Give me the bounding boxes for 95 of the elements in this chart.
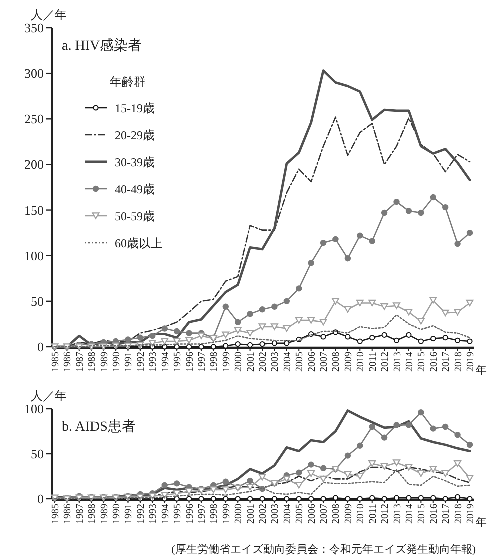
x-tick-label: 2008 bbox=[331, 504, 342, 524]
x-tick-label: 2003 bbox=[270, 504, 282, 524]
x-tick-label: 2013 bbox=[392, 352, 404, 372]
x-tick-label: 1987 bbox=[74, 504, 86, 524]
text: (厚生労働省エイズ動向委員会：令和元年エイズ発生動向年報) bbox=[172, 543, 476, 556]
x-tick-label: 2018 bbox=[453, 504, 464, 524]
x-tick-label: 2005 bbox=[294, 504, 306, 524]
x-tick-label: 1988 bbox=[87, 352, 98, 372]
x-tick-label: 1998 bbox=[209, 504, 220, 524]
x-tick-label: 2010 bbox=[356, 504, 367, 524]
y-tick-label: 0 bbox=[38, 492, 44, 506]
x-tick-label: 2001 bbox=[246, 352, 257, 372]
x-tick-label: 2011 bbox=[368, 352, 379, 372]
x-tick-label: 2009 bbox=[343, 352, 354, 372]
y-tick-label: 150 bbox=[24, 202, 44, 218]
legend-label: 50-59歳 bbox=[115, 210, 155, 224]
x-axis-title: 年 bbox=[476, 517, 487, 529]
x-tick-label: 1995 bbox=[172, 504, 184, 524]
x-tick-label: 1986 bbox=[62, 504, 74, 524]
x-tick-label: 2017 bbox=[441, 352, 452, 372]
x-tick-label: 2006 bbox=[306, 504, 318, 524]
x-tick-label: 2008 bbox=[331, 352, 342, 372]
x-tick-label: 2004 bbox=[282, 504, 294, 524]
x-tick-label: 1994 bbox=[160, 504, 172, 524]
x-tick-label: 2009 bbox=[343, 504, 354, 524]
x-tick-label: 2015 bbox=[416, 352, 428, 372]
x-tick-label: 2017 bbox=[441, 504, 452, 524]
y-tick-label: 100 bbox=[24, 402, 44, 416]
x-tick-label: 1990 bbox=[112, 352, 123, 372]
x-tick-label: 1996 bbox=[184, 352, 196, 372]
x-tick-label: 1997 bbox=[196, 352, 208, 372]
text: a. HIV感染者 bbox=[62, 38, 142, 54]
legend-label: 60歳以上 bbox=[115, 236, 163, 250]
x-tick-label: 2000 bbox=[234, 352, 245, 372]
x-axis-title: 年 bbox=[476, 365, 487, 377]
x-tick-label: 2011 bbox=[368, 504, 379, 524]
x-tick-label: 2006 bbox=[306, 352, 318, 372]
x-tick-label: 2000 bbox=[234, 504, 245, 524]
y-tick-label: 50 bbox=[31, 294, 44, 309]
x-tick-label: 1993 bbox=[148, 504, 160, 524]
x-tick-label: 2015 bbox=[416, 504, 428, 524]
x-tick-label: 2012 bbox=[380, 504, 392, 524]
legend-label: 30-39歳 bbox=[115, 156, 155, 170]
legend-title: 年齢群 bbox=[110, 75, 146, 89]
y-tick-label: 300 bbox=[24, 66, 44, 82]
x-tick-label: 1995 bbox=[172, 352, 184, 372]
x-tick-label: 1993 bbox=[148, 352, 160, 372]
legend-label: 15-19歳 bbox=[115, 102, 155, 116]
x-tick-label: 2004 bbox=[282, 352, 294, 372]
x-tick-label: 2010 bbox=[356, 352, 367, 372]
x-tick-label: 1992 bbox=[136, 504, 147, 524]
x-tick-label: 1998 bbox=[209, 352, 220, 372]
legend-label: 40-49歳 bbox=[115, 182, 155, 196]
x-tick-label: 2018 bbox=[453, 352, 464, 372]
x-tick-label: 2003 bbox=[270, 352, 282, 372]
x-tick-label: 2005 bbox=[294, 352, 306, 372]
x-tick-label: 2002 bbox=[258, 352, 269, 372]
x-tick-label: 2016 bbox=[428, 352, 440, 372]
x-tick-label: 1991 bbox=[124, 352, 135, 372]
x-tick-label: 1997 bbox=[196, 504, 208, 524]
x-tick-label: 1992 bbox=[136, 352, 147, 372]
x-tick-label: 1989 bbox=[99, 504, 110, 524]
x-tick-label: 1994 bbox=[160, 352, 172, 372]
x-tick-label: 2001 bbox=[246, 504, 257, 524]
x-tick-label: 2012 bbox=[380, 352, 392, 372]
x-tick-label: 1991 bbox=[124, 504, 135, 524]
y-tick-label: 0 bbox=[38, 340, 44, 354]
x-tick-label: 2007 bbox=[319, 352, 330, 372]
x-tick-label: 2019 bbox=[466, 504, 476, 524]
y-tick-label: 50 bbox=[31, 446, 44, 462]
x-tick-label: 2019 bbox=[466, 352, 476, 372]
x-tick-label: 2013 bbox=[392, 504, 404, 524]
x-tick-label: 1990 bbox=[112, 504, 123, 524]
x-tick-label: 2002 bbox=[258, 504, 269, 524]
y-axis-title: 人／年 bbox=[31, 8, 67, 22]
x-tick-label: 1985 bbox=[50, 504, 62, 524]
x-tick-label: 1986 bbox=[62, 352, 74, 372]
x-tick-label: 2016 bbox=[428, 504, 440, 524]
legend-label: 20-29歳 bbox=[115, 128, 155, 142]
text: b. AIDS患者 bbox=[62, 419, 136, 435]
x-tick-label: 1989 bbox=[99, 352, 110, 372]
x-tick-label: 1999 bbox=[221, 352, 232, 372]
y-tick-label: 100 bbox=[24, 248, 44, 264]
y-axis-title: 人／年 bbox=[31, 389, 67, 403]
x-tick-label: 2007 bbox=[319, 504, 330, 524]
x-tick-label: 1987 bbox=[74, 352, 86, 372]
x-tick-label: 2014 bbox=[404, 504, 416, 524]
x-tick-label: 1999 bbox=[221, 504, 232, 524]
x-tick-label: 2014 bbox=[404, 352, 416, 372]
x-tick-label: 1996 bbox=[184, 504, 196, 524]
x-tick-label: 1988 bbox=[87, 504, 98, 524]
y-tick-label: 200 bbox=[24, 157, 44, 172]
y-tick-label: 350 bbox=[24, 20, 44, 36]
y-tick-label: 250 bbox=[24, 112, 44, 127]
x-tick-label: 1985 bbox=[50, 352, 62, 372]
